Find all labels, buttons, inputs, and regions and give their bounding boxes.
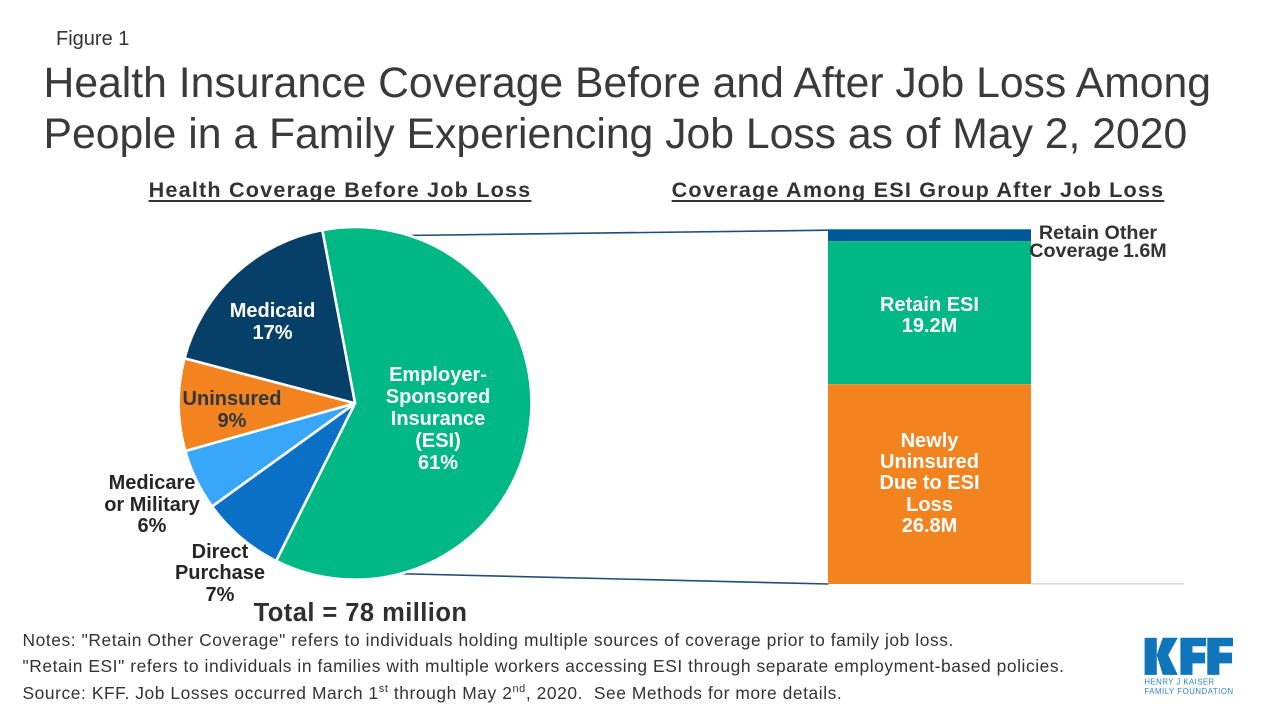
svg-text:HENRY J KAISER: HENRY J KAISER xyxy=(1144,678,1214,687)
svg-text:FAMILY FOUNDATION: FAMILY FOUNDATION xyxy=(1144,687,1233,696)
